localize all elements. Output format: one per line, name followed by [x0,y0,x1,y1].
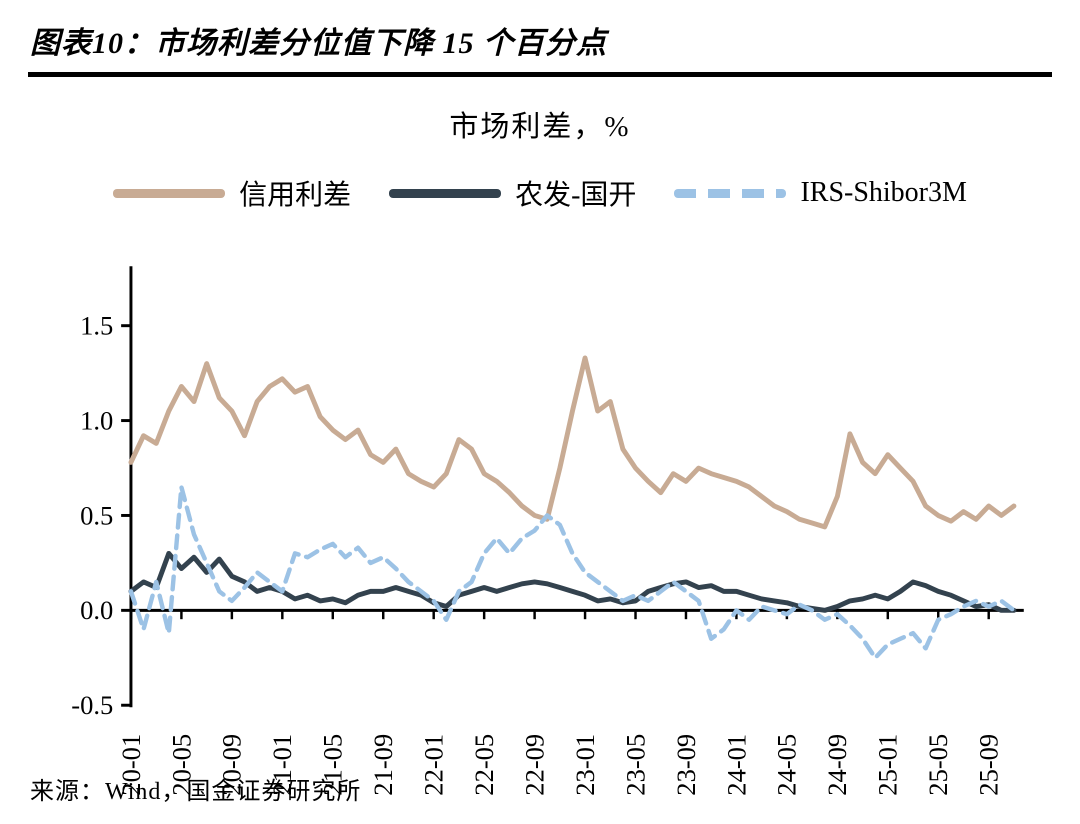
x-tick-label: 21-09 [368,734,398,796]
legend-item-nongfa-guokai: 农发-国开 [389,173,636,213]
line-chart-svg: 1.5 1.0 0.5 0.0 -0.520-01 20-05 20-09 21-01 21-0… [71,266,1024,796]
x-tick-label: 21-05 [318,734,348,796]
chart-title: 市场利差，% [449,111,631,143]
x-tick-label: 24-01 [721,734,751,796]
x-tick-label: 24-05 [772,734,802,796]
credit-spread-line-swatch [113,188,226,198]
x-tick-label: 25-09 [974,734,1004,796]
x-tick-label: 22-05 [469,734,499,796]
irs-shibor-line-swatch [674,188,787,198]
x-tick-label: 22-09 [519,734,549,796]
figure-title: 图表10：市场利差分位值下降 15 个百分点 [28,10,1052,77]
y-tick-label: 0.0 [80,595,113,625]
series-line-0 [128,355,1017,530]
x-tick-label: 24-09 [822,734,852,796]
legend-label-nongfa-guokai: 农发-国开 [515,180,637,211]
x-tick-label: 25-01 [873,734,903,796]
y-tick-label: 1.5 [80,311,113,341]
nongfa-guokai-line-swatch [389,188,502,198]
x-tick-label: 22-01 [419,734,449,796]
series-line-1 [128,550,1017,613]
x-tick-label: 21-01 [267,734,297,796]
x-tick-label: 20-01 [116,734,146,796]
y-tick-label: 1.0 [80,405,113,435]
source-note: 来源：Wind，国金证券研究所 [30,779,362,805]
plot-area: 1.5 1.0 0.5 0.0 -0.5 20-01 20-05 20-09 21-01 21-0… [28,219,1052,812]
legend-label-credit-spread: 信用利差 [239,180,352,211]
series-line-2 [128,484,1017,661]
y-tick-label: -0.5 [71,690,113,720]
x-tick-label: 23-05 [620,734,650,796]
legend-item-credit-spread: 信用利差 [113,173,351,213]
legend: 信用利差 农发-国开 IRS-Shibor3M [28,173,1052,213]
x-tick-label: 25-05 [923,734,953,796]
x-tick-label: 23-09 [671,734,701,796]
x-tick-label: 20-05 [166,734,196,796]
y-tick-label: 0.5 [80,500,113,530]
legend-label-irs-shibor: IRS-Shibor3M [800,177,967,208]
x-tick-label: 23-01 [570,734,600,796]
legend-item-irs-shibor: IRS-Shibor3M [674,177,967,209]
x-tick-label: 20-09 [217,734,247,796]
